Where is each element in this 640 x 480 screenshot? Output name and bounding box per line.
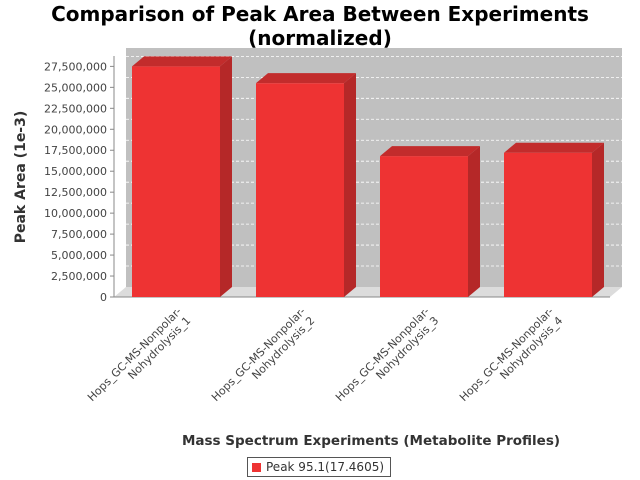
bar-side bbox=[220, 56, 232, 298]
bars bbox=[132, 56, 604, 298]
legend-swatch bbox=[252, 462, 261, 472]
bar-front bbox=[132, 66, 220, 298]
bar-front bbox=[380, 156, 468, 297]
bar bbox=[132, 56, 232, 298]
y-tick-label: 12,500,000 bbox=[44, 186, 107, 199]
y-tick-label: 15,000,000 bbox=[44, 165, 107, 178]
bar-top bbox=[380, 146, 480, 157]
y-tick-label: 20,000,000 bbox=[44, 123, 107, 136]
bar-side bbox=[344, 73, 356, 297]
y-ticks: 0 2,500,000 5,000,000 7,500,000 10,000,000 12… bbox=[44, 60, 114, 304]
y-tick-label: 5,000,000 bbox=[51, 249, 107, 262]
plot-background bbox=[126, 48, 622, 287]
bar-front bbox=[504, 152, 592, 297]
y-tick-label: 7,500,000 bbox=[51, 228, 107, 241]
legend-label: Peak 95.1(17.4605) bbox=[266, 460, 385, 474]
y-tick-label: 2,500,000 bbox=[51, 270, 107, 283]
x-axis-label: Mass Spectrum Experiments (Metabolite Pr… bbox=[182, 433, 560, 449]
y-tick-label: 22,500,000 bbox=[44, 102, 107, 115]
bar-front bbox=[256, 83, 344, 297]
bar-top bbox=[132, 56, 232, 67]
chart-title: Comparison of Peak Area Between Experime… bbox=[0, 2, 640, 50]
bar bbox=[380, 146, 480, 297]
plot-floor bbox=[114, 287, 622, 297]
y-axis-label: Peak Area (1e-3) bbox=[13, 111, 29, 244]
bar-side bbox=[468, 146, 480, 297]
bar-top bbox=[504, 142, 604, 153]
chart-subtitle-line: (normalized) bbox=[248, 26, 392, 50]
x-tick-label: Hops_GC-MS-Nonpolar-Nohydrolysis_2 bbox=[209, 305, 317, 413]
chart-title-line: Comparison of Peak Area Between Experime… bbox=[51, 2, 589, 26]
bar-top bbox=[256, 73, 356, 84]
y-tick-label: 25,000,000 bbox=[44, 81, 107, 94]
x-tick-label: Hops_GC-MS-Nonpolar-Nohydrolysis_1 bbox=[85, 305, 193, 413]
y-tick-label: 27,500,000 bbox=[44, 60, 107, 73]
bar-side bbox=[592, 142, 604, 297]
x-tick-label: Hops_GC-MS-Nonpolar-Nohydrolysis_4 bbox=[457, 305, 565, 413]
x-tick-labels: Hops_GC-MS-Nonpolar-Nohydrolysis_1 Hops_G… bbox=[85, 305, 565, 413]
y-tick-label: 10,000,000 bbox=[44, 207, 107, 220]
y-tick-label: 0 bbox=[100, 291, 107, 304]
y-tick-label: 17,500,000 bbox=[44, 144, 107, 157]
bar bbox=[504, 142, 604, 297]
bar bbox=[256, 73, 356, 297]
legend: Peak 95.1(17.4605) bbox=[247, 457, 392, 477]
x-tick-label: Hops_GC-MS-Nonpolar-Nohydrolysis_3 bbox=[333, 305, 441, 413]
